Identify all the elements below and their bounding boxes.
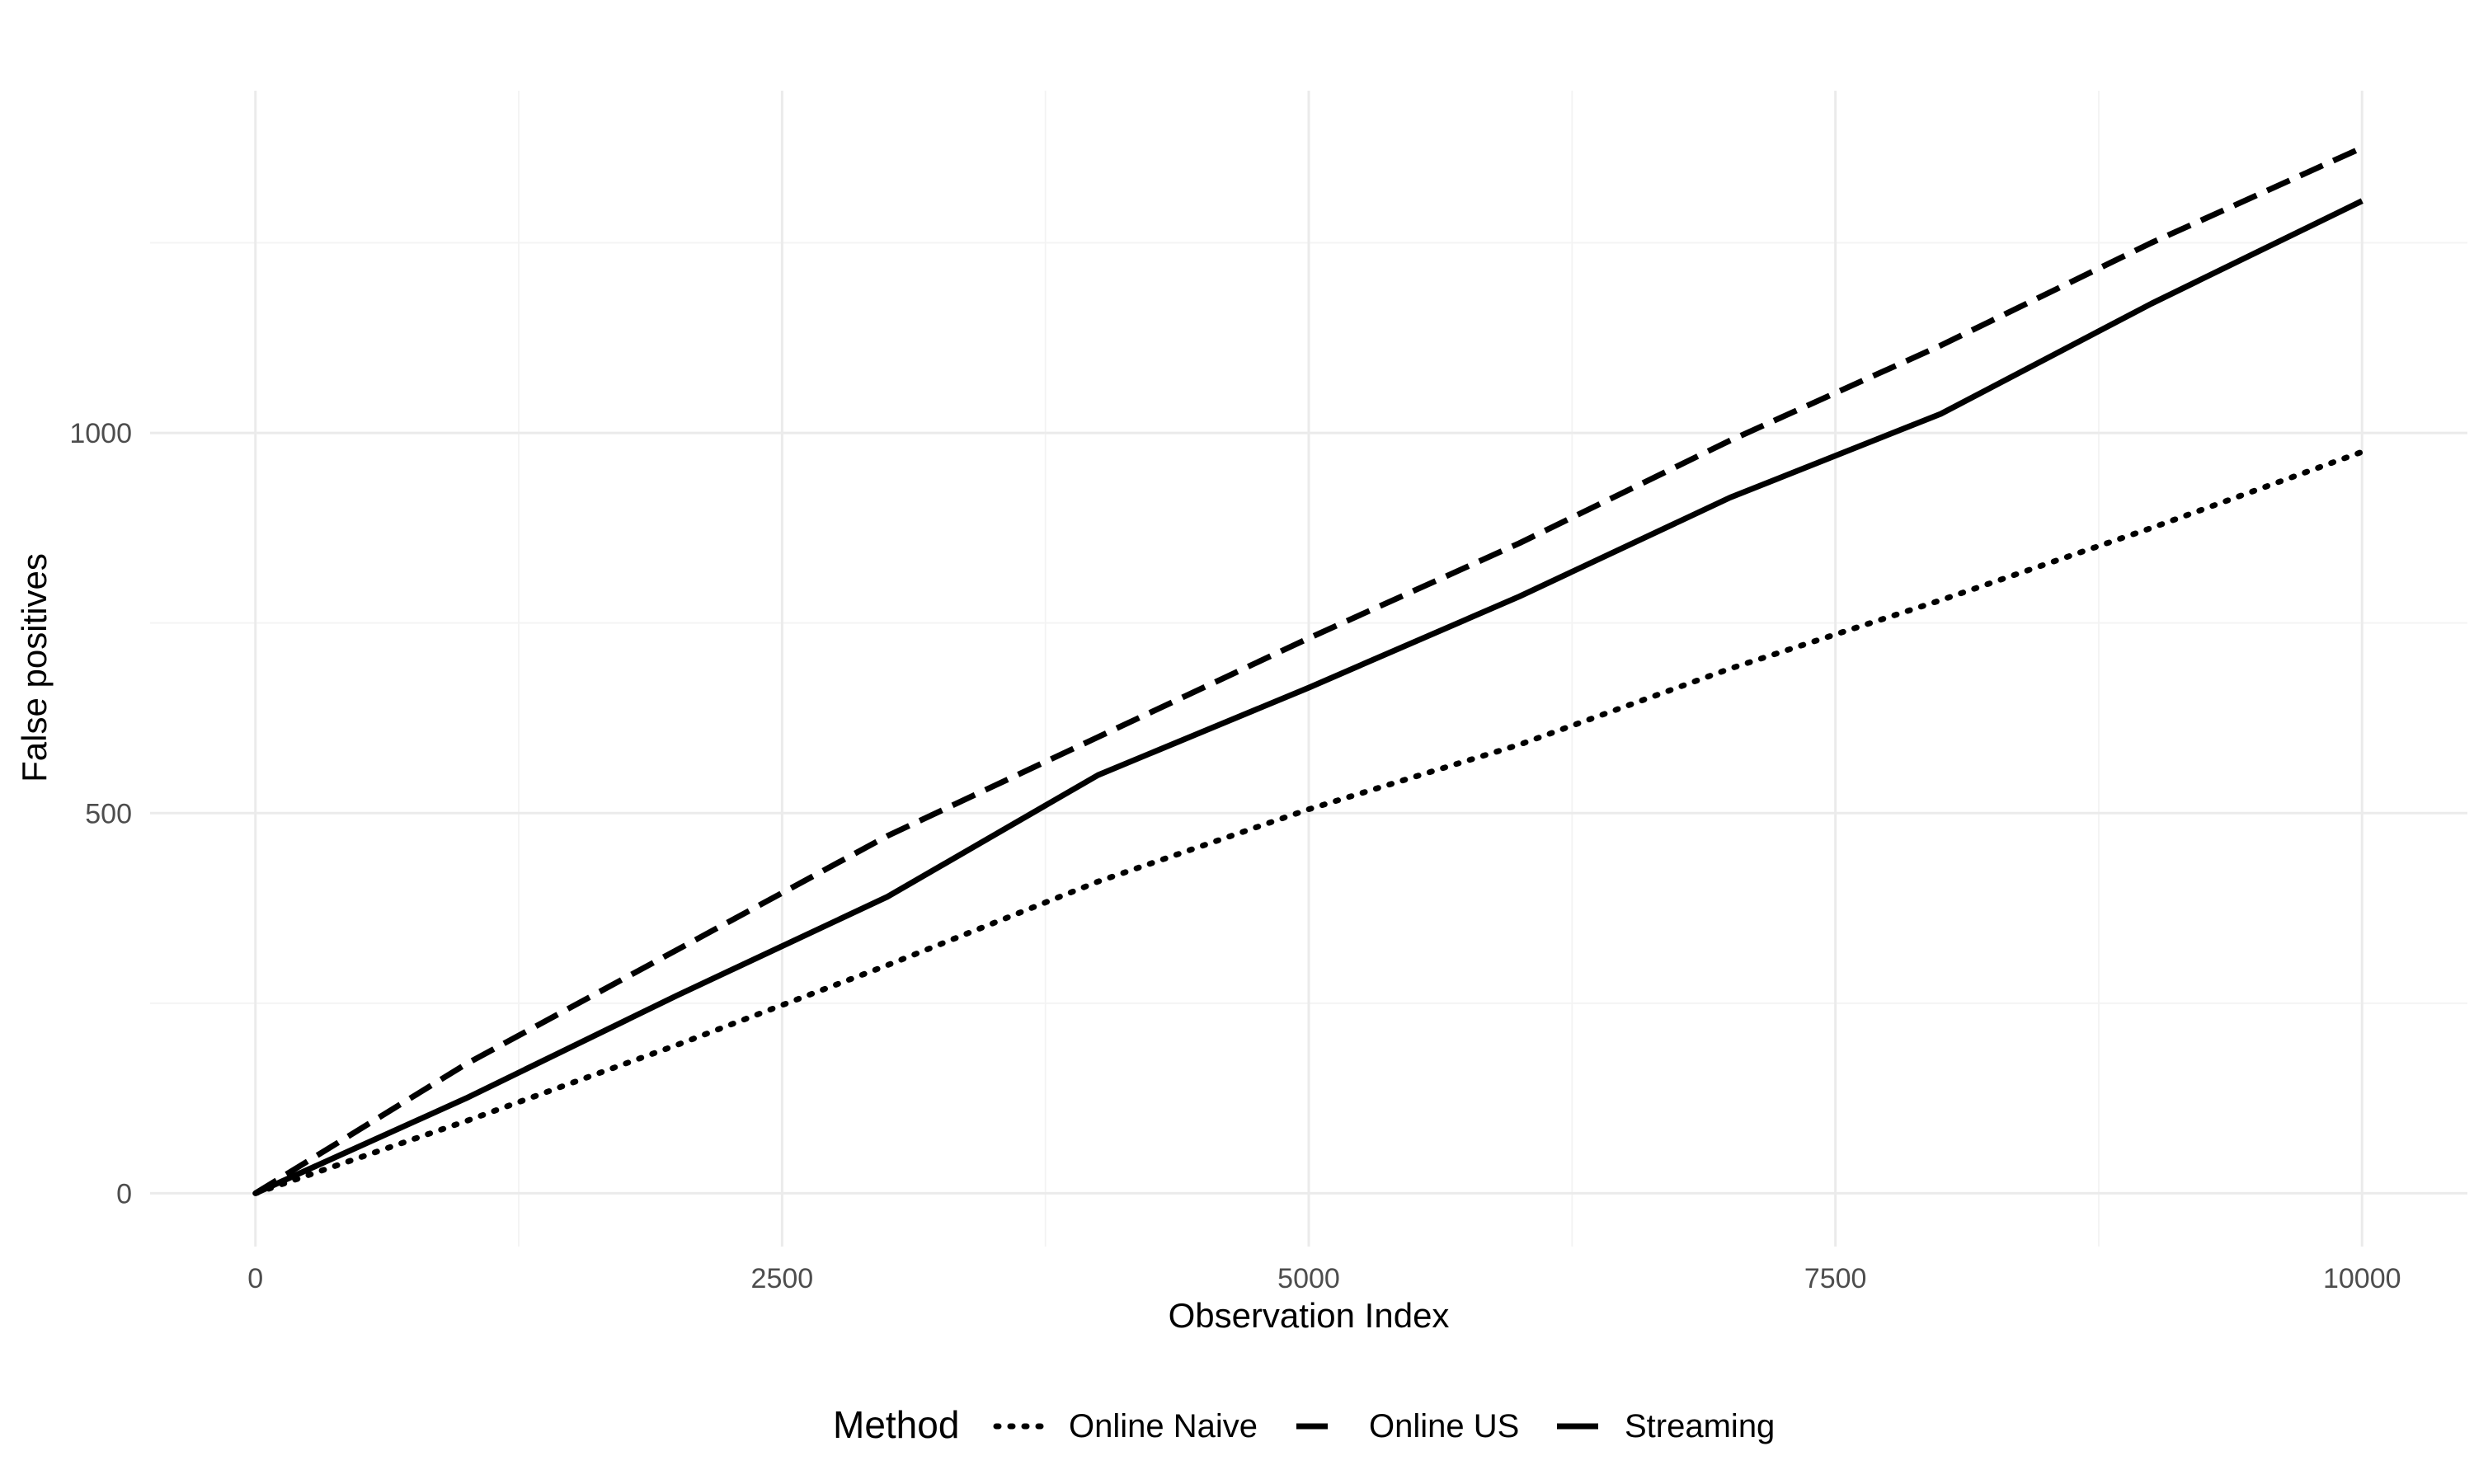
x-axis-title: Observation Index [1169, 1296, 1450, 1335]
x-tick-label: 0 [247, 1263, 263, 1294]
y-tick-label: 1000 [69, 418, 132, 449]
y-axis-title: False positives [15, 553, 54, 782]
tick-labels: 0 2500 5000 7500 10000 0 500 1000 [69, 418, 2401, 1294]
y-tick-label: 0 [116, 1178, 132, 1209]
series-line-streaming [254, 198, 2363, 1196]
series-line-online-naive [252, 448, 2365, 1196]
series-lines [252, 145, 2365, 1196]
legend-label-online-us: Online US [1369, 1408, 1519, 1444]
legend-label-online-naive: Online Naive [1069, 1408, 1258, 1444]
legend-title: Method [833, 1403, 959, 1446]
x-tick-label: 2500 [751, 1263, 814, 1294]
plot-grid [150, 91, 2467, 1247]
y-tick-label: 500 [85, 798, 132, 829]
legend: Method Online Naive Online US Streaming [833, 1403, 1775, 1446]
x-tick-label: 7500 [1804, 1263, 1867, 1294]
x-tick-label: 10000 [2323, 1263, 2401, 1294]
series-line-online-us [253, 145, 2363, 1196]
x-tick-label: 5000 [1277, 1263, 1340, 1294]
legend-label-streaming: Streaming [1625, 1408, 1775, 1444]
